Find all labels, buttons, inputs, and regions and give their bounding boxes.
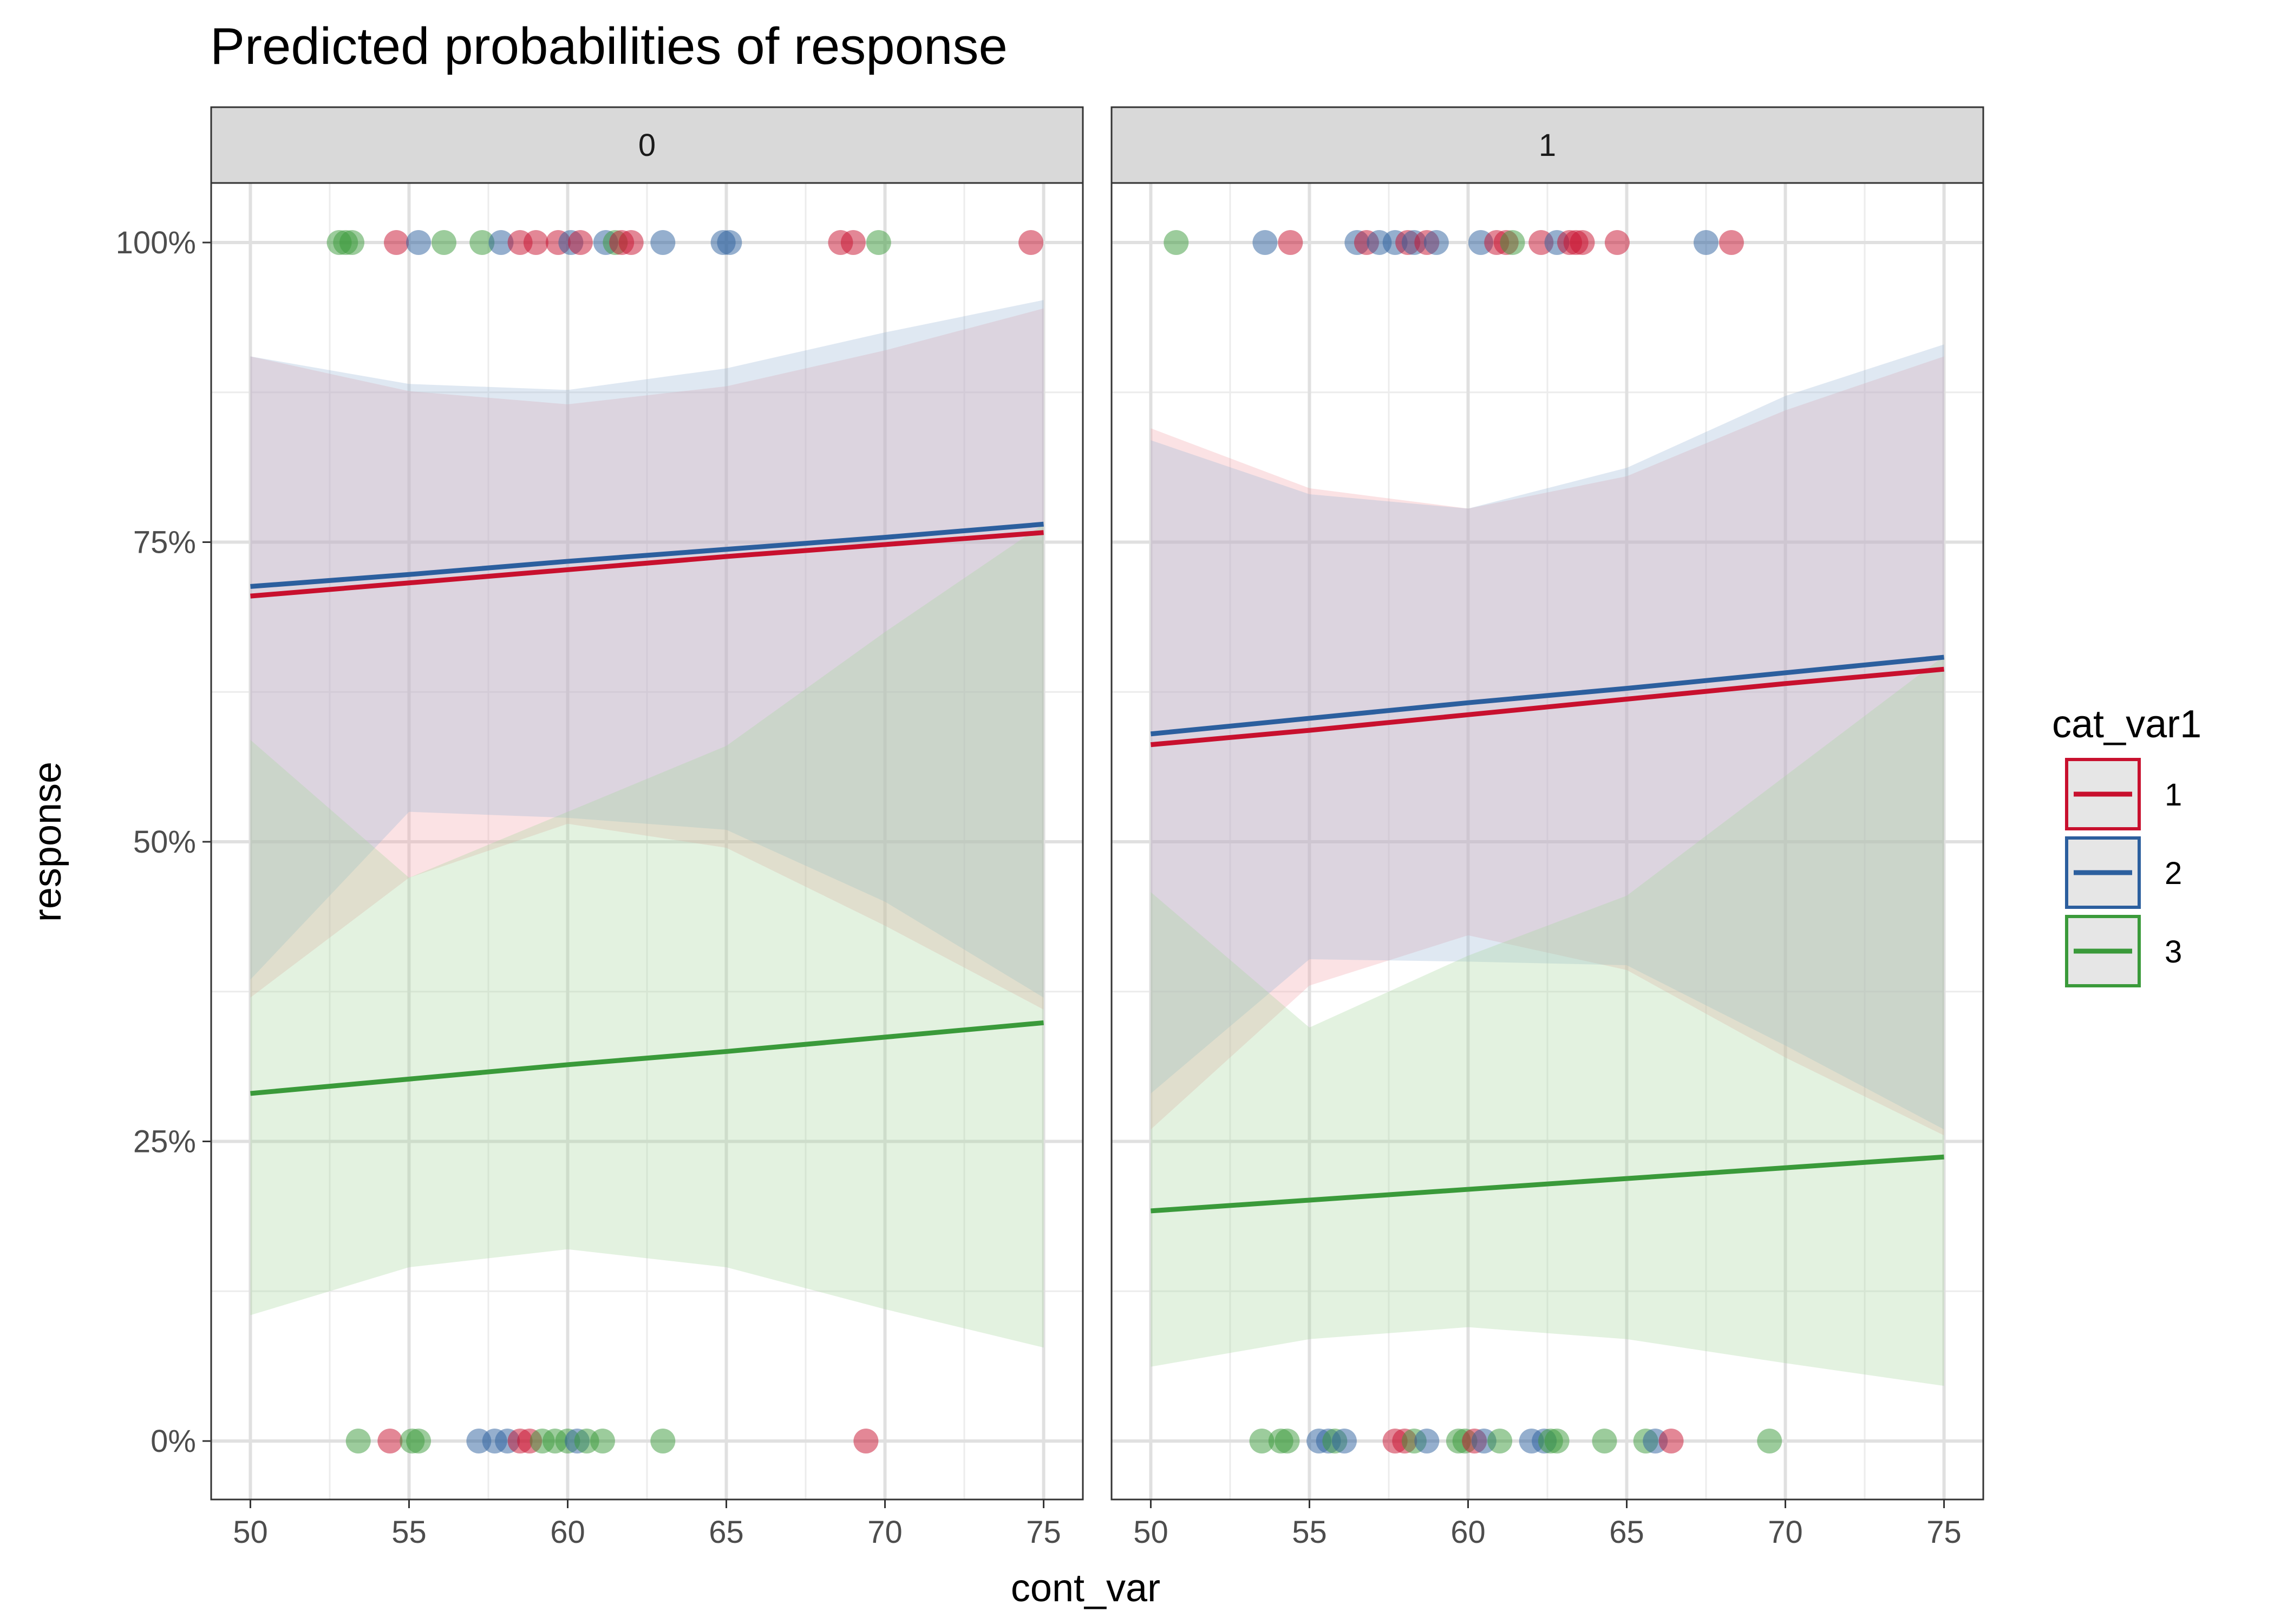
data-point-group-2 (488, 230, 514, 255)
facet-strip (210, 106, 1084, 184)
y-axis-title: response (26, 762, 69, 922)
data-point-group-3 (1164, 230, 1189, 255)
legend-label: 2 (2165, 856, 2182, 891)
x-tick-label: 70 (1768, 1515, 1803, 1550)
x-tick-label: 75 (1926, 1515, 1962, 1550)
facet-strip-label: 1 (1539, 128, 1556, 163)
legend-key-1: 1 (2065, 758, 2182, 830)
data-point-group-3 (1275, 1429, 1300, 1453)
data-point-group-3 (1500, 230, 1525, 255)
y-tick-label: 100% (116, 225, 196, 260)
x-axis-title: cont_var (1011, 1567, 1160, 1610)
x-tick-label: 65 (709, 1515, 744, 1550)
ci-ribbon-series-3 (1151, 656, 1944, 1386)
fit-line-series-2 (1151, 654, 1944, 737)
legend-label: 1 (2165, 777, 2182, 813)
y-tick-label: 50% (133, 824, 196, 860)
x-tick-label: 75 (1026, 1515, 1061, 1550)
fit-line-series-2 (250, 521, 1044, 589)
y-tick-label: 25% (133, 1124, 196, 1160)
data-point-group-3 (1249, 1429, 1275, 1453)
data-point-group-3 (590, 1429, 615, 1453)
data-point-group-1 (377, 1429, 403, 1453)
legend-key-3: 3 (2065, 915, 2182, 987)
data-point-group-3 (1757, 1429, 1782, 1453)
data-point-group-3 (1487, 1429, 1513, 1453)
data-point-group-2 (1414, 1429, 1440, 1453)
data-point-group-1 (1278, 230, 1303, 255)
ci-ribbon-series-2 (1151, 344, 1944, 1130)
data-point-group-3 (650, 1429, 676, 1453)
data-point-group-3 (339, 230, 364, 255)
ci-ribbon-series-1 (250, 308, 1044, 1010)
facet-strip-label: 0 (638, 128, 656, 163)
y-tick-label: 75% (133, 525, 196, 560)
x-tick-label: 65 (1609, 1515, 1644, 1550)
data-point-group-2 (1252, 230, 1278, 255)
x-tick-label: 70 (867, 1515, 903, 1550)
facet-panels: 0 50 55 60 65 70 75 0% 25% 50% 75% 100% 1 50 55 60 65 70 7… (116, 106, 1984, 1550)
fit-line-series-1 (1151, 666, 1944, 748)
data-point-group-1 (1658, 1429, 1684, 1453)
fit-line-series-3 (250, 1020, 1044, 1096)
data-point-group-1 (384, 230, 409, 255)
data-point-group-1 (618, 230, 644, 255)
legend: cat_var1 1 2 3 (2052, 703, 2201, 987)
data-point-group-1 (567, 230, 593, 255)
x-tick-label: 60 (550, 1515, 585, 1550)
legend-title: cat_var1 (2052, 703, 2201, 746)
data-point-group-3 (431, 230, 456, 255)
data-point-group-1 (840, 230, 866, 255)
legend-label: 3 (2165, 934, 2182, 970)
data-point-group-2 (1423, 230, 1449, 255)
facet-strip (1110, 106, 1984, 184)
data-point-group-2 (717, 230, 742, 255)
data-point-group-1 (1718, 230, 1744, 255)
data-point-group-3 (406, 1429, 432, 1453)
data-point-group-3 (866, 230, 891, 255)
data-point-group-3 (469, 230, 495, 255)
x-tick-label: 55 (1292, 1515, 1327, 1550)
data-point-group-2 (406, 230, 432, 255)
facet-panel-1: 1 50 55 60 65 70 75 (1110, 106, 1984, 1550)
data-point-group-1 (853, 1429, 879, 1453)
chart-title: Predicted probabilities of response (210, 17, 1008, 75)
facet-panel-0: 0 50 55 60 65 70 75 0% 25% 50% 75% 100% (116, 106, 1084, 1550)
y-tick-label: 0% (151, 1424, 196, 1459)
data-point-group-1 (1018, 230, 1044, 255)
ci-ribbon-series-2 (250, 300, 1044, 998)
data-point-group-1 (1604, 230, 1630, 255)
x-tick-label: 50 (1133, 1515, 1168, 1550)
data-point-group-3 (345, 1429, 371, 1453)
data-point-group-3 (1592, 1429, 1617, 1453)
x-tick-label: 50 (233, 1515, 268, 1550)
ci-ribbon-series-3 (250, 524, 1044, 1348)
data-point-group-2 (1694, 230, 1719, 255)
x-tick-label: 60 (1450, 1515, 1486, 1550)
data-point-group-1 (523, 230, 548, 255)
x-tick-label: 55 (391, 1515, 427, 1550)
data-point-group-1 (1570, 230, 1595, 255)
data-point-group-2 (650, 230, 676, 255)
fit-line-series-3 (1151, 1154, 1944, 1214)
data-point-group-3 (1544, 1429, 1570, 1453)
ci-ribbon-series-1 (1151, 356, 1944, 1136)
legend-key-2: 2 (2065, 836, 2182, 909)
fit-line-series-1 (250, 530, 1044, 599)
data-point-group-2 (1331, 1429, 1357, 1453)
